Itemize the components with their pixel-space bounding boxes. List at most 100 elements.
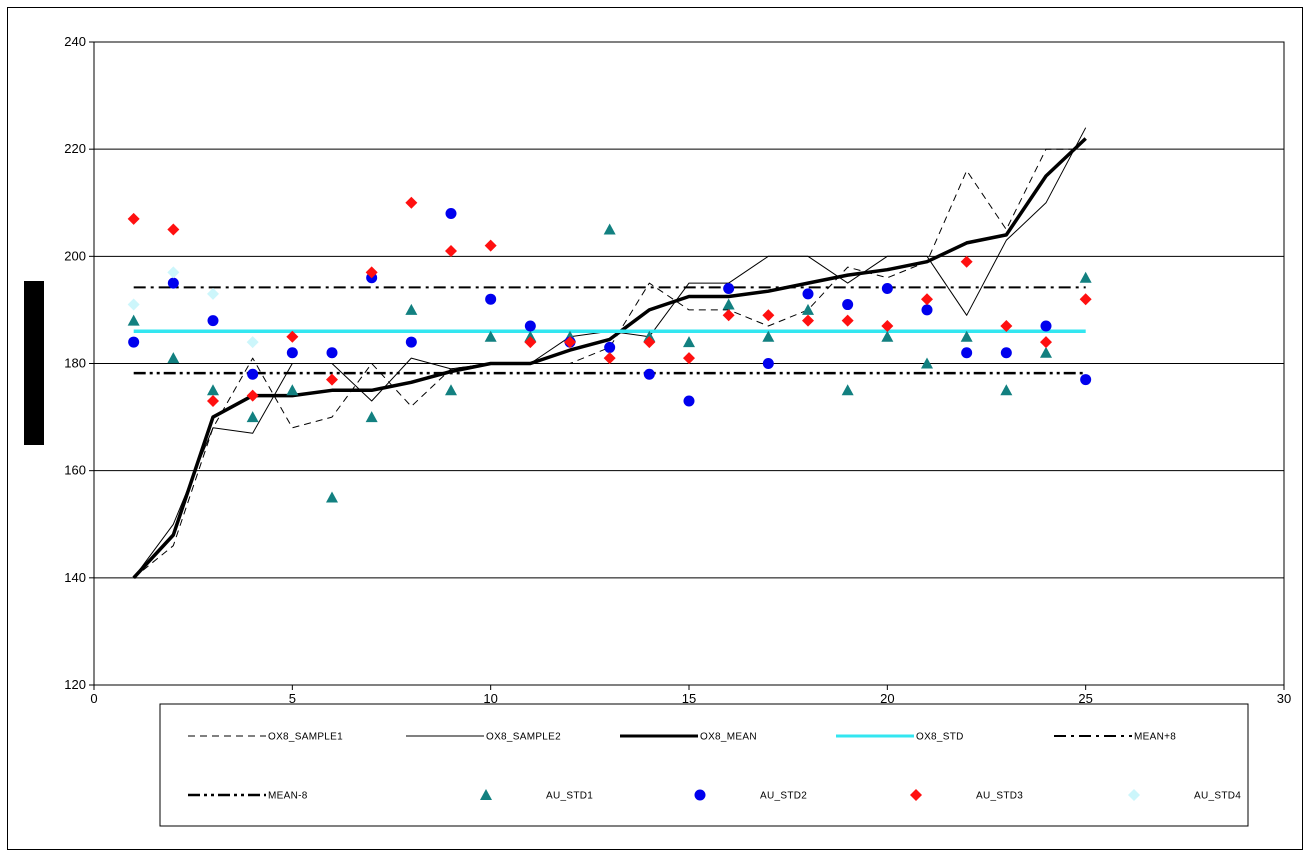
point-au-std1 — [365, 411, 378, 423]
point-au-std2 — [842, 299, 854, 311]
legend-label-au-std2: AU_STD2 — [760, 791, 807, 802]
point-au-std2 — [445, 207, 457, 219]
legend-box — [159, 703, 1249, 827]
x-axis: 0 5 10 15 20 25 30 — [90, 685, 1291, 706]
point-au-std2 — [683, 395, 695, 407]
point-au-std1 — [405, 303, 418, 315]
point-au-std3 — [365, 266, 378, 279]
point-au-std1 — [1079, 271, 1092, 283]
point-au-std2 — [762, 358, 774, 369]
point-au-std2 — [1040, 320, 1052, 332]
point-au-std1 — [286, 384, 299, 396]
point-au-std2 — [326, 347, 338, 359]
legend-swatch-au-std3 — [910, 789, 922, 801]
legend-swatch-au-std1 — [480, 789, 492, 800]
legend-label-mean-8: MEAN-8 — [268, 791, 308, 802]
point-au-std1 — [167, 352, 180, 364]
point-au-std1 — [484, 330, 497, 342]
point-au-std3 — [1079, 293, 1092, 306]
point-au-std3 — [722, 309, 735, 322]
point-au-std2 — [723, 282, 735, 294]
y-tick-label: 220 — [64, 141, 86, 156]
point-au-std1 — [207, 384, 219, 396]
legend-label-au-std1: AU_STD1 — [546, 791, 593, 802]
point-au-std3 — [445, 244, 457, 257]
point-au-std3 — [921, 293, 933, 306]
y-axis: 120 140 160 180 200 220 240 — [64, 34, 94, 692]
chart-frame: 120 140 160 180 200 220 240 0 5 10 15 20 25 30 OX8_S… — [7, 7, 1303, 850]
point-au-std3 — [881, 319, 894, 332]
point-au-std1 — [722, 298, 735, 310]
point-au-std2 — [247, 368, 259, 380]
point-au-std2 — [405, 336, 417, 348]
y-tick-label: 240 — [64, 34, 86, 49]
point-au-std1 — [683, 336, 695, 348]
x-tick-label: 30 — [1277, 691, 1291, 706]
point-au-std3 — [405, 196, 418, 209]
y-tick-label: 180 — [64, 356, 86, 371]
legend-swatch-au-std2 — [694, 789, 706, 801]
x-tick-label: 25 — [1078, 691, 1092, 706]
y-tick-label: 140 — [64, 570, 86, 585]
legend-label-au-std3: AU_STD3 — [976, 791, 1023, 802]
point-au-std1 — [445, 384, 457, 396]
point-au-std3 — [762, 309, 775, 322]
legend-label-au-std4: AU_STD4 — [1194, 791, 1241, 802]
point-au-std3 — [1040, 336, 1052, 349]
point-au-std4 — [167, 266, 180, 279]
point-au-std1 — [881, 330, 894, 342]
y-tick-label: 120 — [64, 677, 86, 692]
chart: 120 140 160 180 200 220 240 0 5 10 15 20 25 30 OX8_S… — [24, 34, 1291, 827]
legend-label-ox8-std: OX8_STD — [916, 732, 964, 743]
legend-label-ox8-sample1: OX8_SAMPLE1 — [268, 732, 343, 743]
point-au-std2 — [1000, 347, 1012, 359]
point-au-std1 — [326, 491, 338, 503]
legend-swatch-au-std4 — [1128, 789, 1140, 801]
point-au-std2 — [207, 315, 219, 327]
point-au-std3 — [683, 352, 695, 365]
legend: OX8_SAMPLE1 OX8_SAMPLE2 OX8_MEAN OX8_STD MEA… — [188, 732, 1241, 802]
legend-label-mean-8: MEAN+8 — [1134, 732, 1176, 743]
point-au-std3 — [603, 352, 616, 365]
point-au-std3 — [127, 212, 140, 225]
point-au-std3 — [207, 395, 219, 408]
point-au-std3 — [802, 314, 814, 327]
point-au-std2 — [128, 336, 140, 348]
point-au-std3 — [960, 255, 973, 268]
point-au-std1 — [841, 384, 854, 396]
point-au-std3 — [841, 314, 854, 327]
point-au-std3 — [643, 336, 656, 349]
point-au-std1 — [1000, 384, 1013, 396]
point-au-std2 — [881, 282, 893, 294]
x-tick-label: 0 — [90, 691, 97, 706]
point-au-std2 — [921, 304, 933, 316]
point-au-std3 — [286, 330, 299, 343]
x-tick-label: 5 — [289, 691, 296, 706]
y-tick-label: 160 — [64, 463, 86, 478]
point-au-std1 — [960, 330, 973, 342]
point-au-std2 — [1080, 374, 1092, 386]
point-au-std4 — [246, 336, 259, 349]
point-au-std4 — [127, 298, 140, 311]
point-au-std2 — [167, 277, 179, 289]
x-tick-label: 20 — [880, 691, 894, 706]
point-au-std3 — [167, 223, 180, 236]
x-tick-label: 10 — [483, 691, 497, 706]
legend-label-ox8-sample2: OX8_SAMPLE2 — [486, 732, 561, 743]
point-au-std1 — [921, 357, 933, 369]
point-au-std1 — [127, 314, 140, 326]
point-au-std3 — [564, 336, 576, 349]
point-au-std1 — [603, 223, 616, 235]
y-tick-label: 200 — [64, 248, 86, 263]
point-au-std2 — [643, 368, 655, 380]
point-au-std3 — [1000, 319, 1013, 332]
point-au-std3 — [326, 373, 338, 386]
point-au-std2 — [485, 293, 497, 305]
point-au-std2 — [524, 320, 536, 332]
point-au-std1 — [802, 303, 814, 315]
point-au-std3 — [484, 239, 497, 252]
point-au-std4 — [207, 287, 219, 300]
point-au-std2 — [961, 347, 973, 359]
left-black-bar — [24, 281, 44, 445]
point-au-std1 — [762, 330, 775, 342]
